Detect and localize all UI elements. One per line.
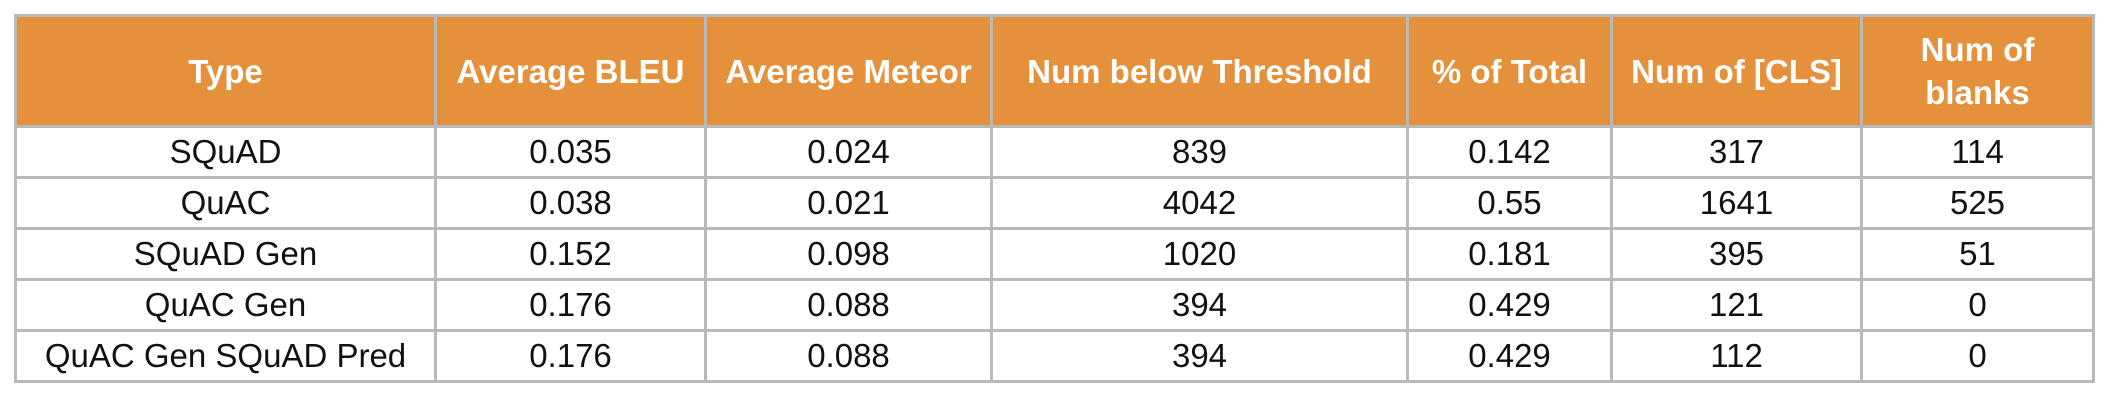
- cell-num-below-threshold: 394: [990, 278, 1409, 332]
- cell-num-below-threshold: 1020: [990, 227, 1409, 281]
- table-body: SQuAD 0.035 0.024 839 0.142 317 114 QuAC…: [14, 125, 2095, 383]
- cell-average-meteor: 0.088: [704, 278, 993, 332]
- cell-num-of-blanks: 0: [1860, 329, 2095, 383]
- cell-percent-of-total: 0.142: [1406, 125, 1613, 179]
- cell-average-meteor: 0.024: [704, 125, 993, 179]
- table-row: QuAC Gen 0.176 0.088 394 0.429 121 0: [14, 278, 2095, 332]
- cell-type: QuAC: [14, 176, 437, 230]
- table-row: QuAC Gen SQuAD Pred 0.176 0.088 394 0.42…: [14, 329, 2095, 383]
- header-average-meteor: Average Meteor: [704, 14, 993, 128]
- table-row: QuAC 0.038 0.021 4042 0.55 1641 525: [14, 176, 2095, 230]
- header-num-below-threshold: Num below Threshold: [990, 14, 1409, 128]
- cell-average-bleu: 0.038: [434, 176, 707, 230]
- cell-average-bleu: 0.176: [434, 329, 707, 383]
- header-average-bleu: Average BLEU: [434, 14, 707, 128]
- table-header: Type Average BLEU Average Meteor Num bel…: [14, 14, 2095, 128]
- header-percent-of-total: % of Total: [1406, 14, 1613, 128]
- header-num-of-cls: Num of [CLS]: [1610, 14, 1863, 128]
- cell-percent-of-total: 0.429: [1406, 329, 1613, 383]
- table-row: SQuAD Gen 0.152 0.098 1020 0.181 395 51: [14, 227, 2095, 281]
- cell-percent-of-total: 0.429: [1406, 278, 1613, 332]
- cell-percent-of-total: 0.55: [1406, 176, 1613, 230]
- cell-num-below-threshold: 839: [990, 125, 1409, 179]
- cell-num-of-blanks: 51: [1860, 227, 2095, 281]
- cell-num-of-cls: 121: [1610, 278, 1863, 332]
- cell-num-below-threshold: 394: [990, 329, 1409, 383]
- header-row: Type Average BLEU Average Meteor Num bel…: [14, 14, 2095, 128]
- header-type: Type: [14, 14, 437, 128]
- cell-average-bleu: 0.035: [434, 125, 707, 179]
- cell-num-of-cls: 395: [1610, 227, 1863, 281]
- header-num-of-blanks: Num of blanks: [1860, 14, 2095, 128]
- cell-average-meteor: 0.021: [704, 176, 993, 230]
- results-table: Type Average BLEU Average Meteor Num bel…: [14, 14, 2095, 383]
- cell-num-of-blanks: 114: [1860, 125, 2095, 179]
- cell-average-meteor: 0.098: [704, 227, 993, 281]
- table-container: Type Average BLEU Average Meteor Num bel…: [14, 14, 2095, 383]
- cell-average-bleu: 0.176: [434, 278, 707, 332]
- cell-type: SQuAD: [14, 125, 437, 179]
- table-row: SQuAD 0.035 0.024 839 0.142 317 114: [14, 125, 2095, 179]
- cell-average-bleu: 0.152: [434, 227, 707, 281]
- cell-average-meteor: 0.088: [704, 329, 993, 383]
- cell-num-of-blanks: 0: [1860, 278, 2095, 332]
- cell-type: QuAC Gen SQuAD Pred: [14, 329, 437, 383]
- cell-num-below-threshold: 4042: [990, 176, 1409, 230]
- cell-type: QuAC Gen: [14, 278, 437, 332]
- cell-num-of-cls: 112: [1610, 329, 1863, 383]
- cell-num-of-blanks: 525: [1860, 176, 2095, 230]
- cell-percent-of-total: 0.181: [1406, 227, 1613, 281]
- cell-num-of-cls: 317: [1610, 125, 1863, 179]
- cell-type: SQuAD Gen: [14, 227, 437, 281]
- cell-num-of-cls: 1641: [1610, 176, 1863, 230]
